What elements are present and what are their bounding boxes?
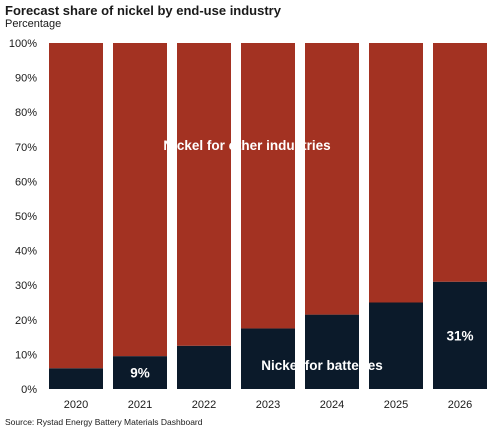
x-tick-label: 2026 bbox=[448, 399, 472, 411]
bar-batteries-2020 bbox=[49, 368, 103, 389]
y-tick-label: 80% bbox=[15, 107, 37, 119]
chart-source: Source: Rystad Energy Battery Materials … bbox=[5, 417, 203, 427]
x-tick-label: 2023 bbox=[256, 399, 280, 411]
bar-other-2024 bbox=[305, 43, 359, 315]
bar-batteries-2021 bbox=[113, 356, 167, 389]
chart-subtitle: Percentage bbox=[5, 18, 62, 30]
y-tick-label: 30% bbox=[15, 280, 37, 292]
x-tick-label: 2025 bbox=[384, 399, 408, 411]
y-axis: 0% 10% 20% 30% 40% 50% 60% 70% 80% 90% 100% bbox=[9, 38, 37, 396]
bar-batteries-2022 bbox=[177, 345, 231, 389]
x-tick-label: 2022 bbox=[192, 399, 216, 411]
x-tick-label: 2024 bbox=[320, 399, 344, 411]
y-tick-label: 0% bbox=[21, 384, 37, 396]
bars-group bbox=[49, 43, 487, 389]
y-tick-label: 70% bbox=[15, 142, 37, 154]
bar-batteries-2026 bbox=[433, 281, 487, 389]
x-tick-label: 2021 bbox=[128, 399, 152, 411]
bar-other-2022 bbox=[177, 43, 231, 346]
bar-other-2026 bbox=[433, 43, 487, 282]
data-labels: 9% 31% bbox=[130, 328, 473, 380]
bar-other-2020 bbox=[49, 43, 103, 369]
x-axis: 2020 2021 2022 2023 2024 2025 2026 bbox=[64, 399, 472, 411]
bar-batteries-2024 bbox=[305, 314, 359, 389]
data-label-2021: 9% bbox=[130, 366, 150, 381]
chart-title: Forecast share of nickel by end-use indu… bbox=[5, 3, 281, 18]
x-tick-label: 2020 bbox=[64, 399, 88, 411]
y-tick-label: 60% bbox=[15, 176, 37, 188]
y-tick-label: 90% bbox=[15, 73, 37, 85]
y-tick-label: 50% bbox=[15, 211, 37, 223]
data-label-2026: 31% bbox=[446, 328, 473, 343]
bar-other-2021 bbox=[113, 43, 167, 357]
bar-batteries-2025 bbox=[369, 302, 423, 389]
y-tick-label: 10% bbox=[15, 349, 37, 361]
label-other-industries: Nickel for other industries bbox=[163, 138, 330, 153]
y-tick-label: 40% bbox=[15, 246, 37, 258]
y-tick-label: 100% bbox=[9, 38, 37, 50]
bar-batteries-2023 bbox=[241, 328, 295, 389]
label-batteries: Nickel for batteries bbox=[261, 358, 383, 373]
bar-other-2025 bbox=[369, 43, 423, 303]
bar-other-2023 bbox=[241, 43, 295, 329]
y-tick-label: 20% bbox=[15, 315, 37, 327]
